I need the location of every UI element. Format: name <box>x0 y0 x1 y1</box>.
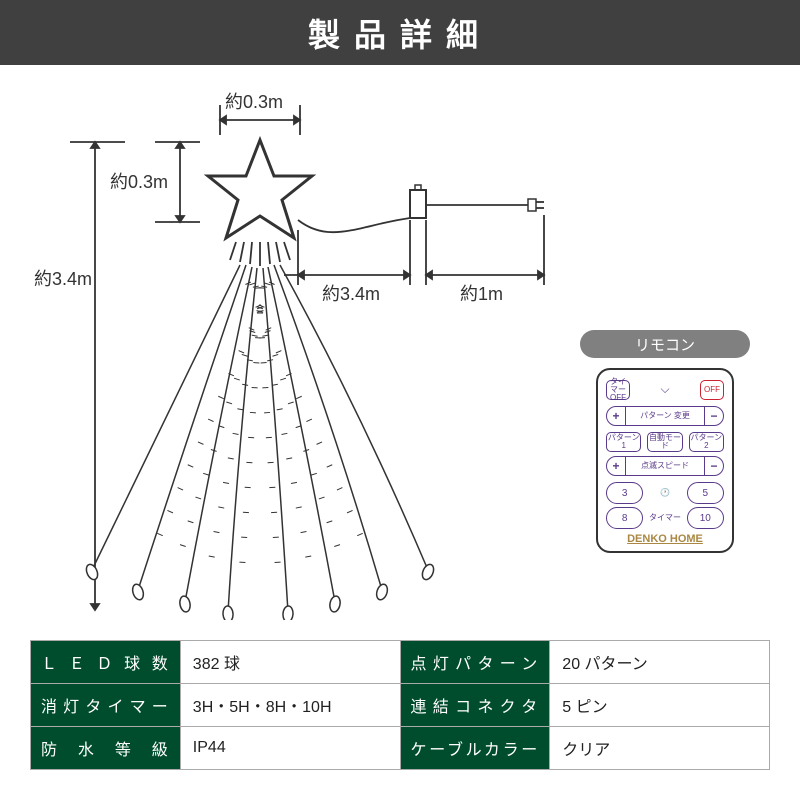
dim-total-height: 約3.4m <box>34 265 92 291</box>
remote-pattern-label: パターン 変更 <box>626 406 704 426</box>
remote-pattern2-button[interactable]: パターン 2 <box>689 432 724 452</box>
product-diagram: 約0.3m 約0.3m 約3.4m 約3.4m 約1m <box>50 90 550 620</box>
remote-section: リモコン タイマー OFF ⌵ OFF + パターン 変更 − パターン 1 自… <box>570 330 760 553</box>
remote-timer-5[interactable]: 5 <box>687 482 724 504</box>
spec-light-pattern-label: 点灯パターン <box>400 641 550 684</box>
remote-timer-3[interactable]: 3 <box>606 482 643 504</box>
remote-speed-plus[interactable]: + <box>606 456 626 476</box>
page-title: 製品詳細 <box>308 10 492 56</box>
spec-connector-label: 連結コネクタ <box>400 684 550 727</box>
remote-body: タイマー OFF ⌵ OFF + パターン 変更 − パターン 1 自動モード … <box>596 368 734 553</box>
spec-cable-color-value: クリア <box>550 727 770 770</box>
table-row: ＬＥＤ球数 382 球 点灯パターン 20 パターン <box>31 641 770 684</box>
remote-pattern-plus[interactable]: + <box>606 406 626 426</box>
table-row: 消灯タイマー 3H・5H・8H・10H 連結コネクタ 5 ピン <box>31 684 770 727</box>
table-row: 防水等級 IP44 ケーブルカラー クリア <box>31 727 770 770</box>
remote-timer-10[interactable]: 10 <box>687 507 724 529</box>
spec-table: ＬＥＤ球数 382 球 点灯パターン 20 パターン 消灯タイマー 3H・5H・… <box>30 640 770 770</box>
clock-icon: 🕐 <box>646 482 683 504</box>
remote-timer-off-button[interactable]: タイマー OFF <box>606 380 630 400</box>
remote-pattern-minus[interactable]: − <box>704 406 724 426</box>
spec-connector-value: 5 ピン <box>550 684 770 727</box>
remote-speed-row: + 点滅スピード − <box>606 456 724 476</box>
dim-power-cable: 約1m <box>460 280 503 306</box>
remote-title: リモコン <box>580 330 750 358</box>
page-header: 製品詳細 <box>0 0 800 65</box>
dim-controller-cable: 約3.4m <box>322 280 380 306</box>
dim-star-width: 約0.3m <box>225 88 283 114</box>
spec-waterproof-label: 防水等級 <box>31 727 181 770</box>
remote-timer-8[interactable]: 8 <box>606 507 643 529</box>
spec-off-timer-value: 3H・5H・8H・10H <box>180 684 400 727</box>
spec-light-pattern-value: 20 パターン <box>550 641 770 684</box>
spec-waterproof-value: IP44 <box>180 727 400 770</box>
remote-pattern1-button[interactable]: パターン 1 <box>606 432 641 452</box>
spec-led-count-label: ＬＥＤ球数 <box>31 641 181 684</box>
remote-speed-minus[interactable]: − <box>704 456 724 476</box>
remote-timer-label: タイマー <box>646 507 683 529</box>
remote-auto-button[interactable]: 自動モード <box>647 432 682 452</box>
remote-pattern-row: + パターン 変更 − <box>606 406 724 426</box>
wifi-icon: ⌵ <box>660 382 669 400</box>
spec-led-count-value: 382 球 <box>180 641 400 684</box>
dim-star-height: 約0.3m <box>110 168 168 194</box>
spec-off-timer-label: 消灯タイマー <box>31 684 181 727</box>
spec-cable-color-label: ケーブルカラー <box>400 727 550 770</box>
remote-brand: DENKO HOME <box>606 533 724 545</box>
remote-off-button[interactable]: OFF <box>700 380 724 400</box>
remote-speed-label: 点滅スピード <box>626 456 704 476</box>
